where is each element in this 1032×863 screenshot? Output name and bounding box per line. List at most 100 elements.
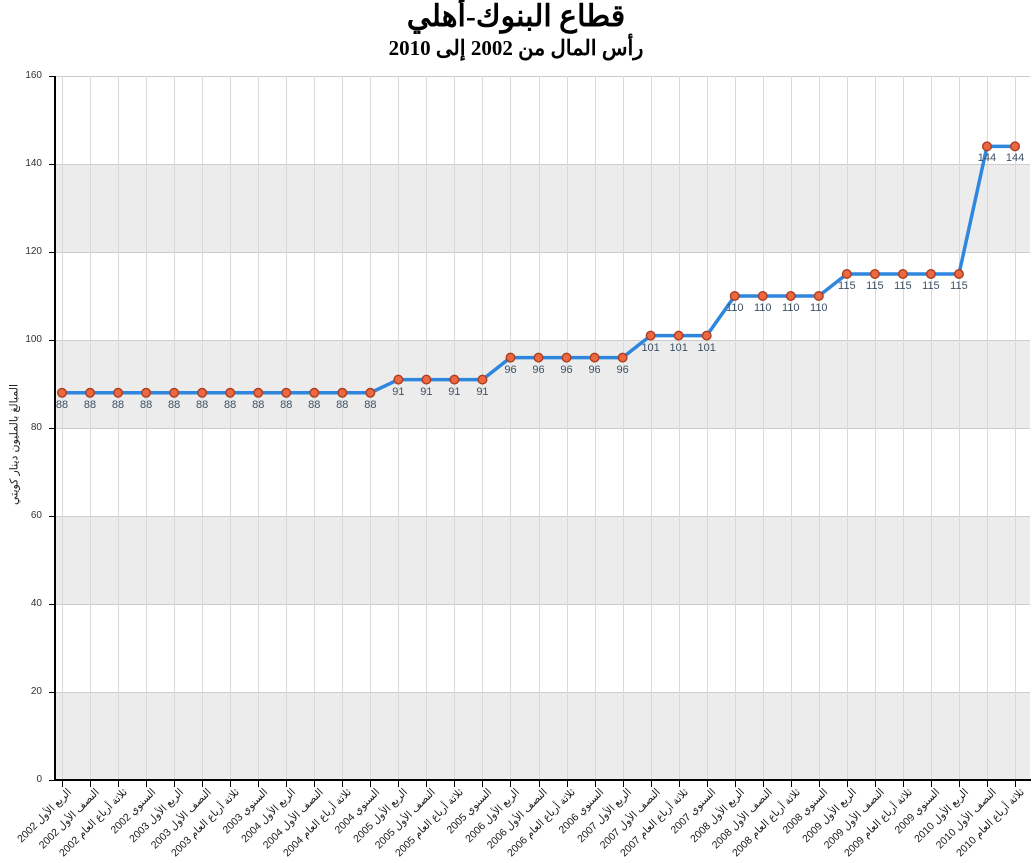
data-point-marker[interactable] — [533, 352, 544, 363]
x-gridline — [482, 76, 484, 780]
y-gridline — [55, 252, 1030, 253]
data-point-label: 88 — [167, 398, 181, 411]
data-point-marker[interactable] — [197, 387, 208, 398]
data-point-label: 91 — [476, 385, 489, 398]
data-point-marker[interactable] — [897, 269, 908, 280]
x-axis-tick — [174, 781, 176, 787]
x-axis-tick — [678, 781, 680, 787]
x-gridline — [118, 76, 120, 780]
x-axis-tick — [482, 781, 484, 787]
x-gridline — [174, 76, 176, 780]
data-point-marker[interactable] — [421, 374, 432, 385]
x-axis-tick — [426, 781, 428, 787]
data-point-marker[interactable] — [57, 387, 68, 398]
data-point-marker[interactable] — [813, 291, 824, 302]
data-point-label: 91 — [448, 385, 461, 398]
x-axis-tick — [930, 781, 932, 787]
x-axis-tick — [146, 781, 148, 787]
data-point-label: 88 — [196, 398, 209, 411]
x-axis-tick — [818, 781, 820, 787]
data-point-marker[interactable] — [253, 387, 264, 398]
data-point-marker[interactable] — [841, 269, 852, 280]
y-axis-tick — [49, 515, 55, 517]
data-point-label: 88 — [280, 398, 293, 411]
data-point-marker[interactable] — [673, 330, 684, 341]
y-gridline — [55, 164, 1030, 165]
data-point-marker[interactable] — [505, 352, 516, 363]
data-point-marker[interactable] — [365, 387, 376, 398]
x-gridline — [902, 76, 904, 780]
x-axis-tick — [846, 781, 848, 787]
x-axis-tick — [202, 781, 204, 787]
data-point-marker[interactable] — [449, 374, 460, 385]
data-point-label: 115 — [894, 280, 912, 292]
data-point-marker[interactable] — [309, 387, 320, 398]
data-point-label: 110 — [753, 302, 772, 314]
data-point-marker[interactable] — [617, 352, 628, 363]
x-gridline — [426, 76, 428, 780]
data-point-label: 88 — [364, 398, 377, 411]
x-axis-tick — [594, 781, 596, 787]
data-point-label: 110 — [781, 302, 800, 314]
y-axis-tick — [49, 251, 55, 253]
data-point-label: 96 — [532, 363, 545, 376]
x-gridline — [706, 76, 708, 780]
data-point-label: 88 — [111, 398, 125, 411]
y-axis-label: 80 — [30, 422, 42, 433]
x-axis-tick — [622, 781, 624, 787]
data-point-label: 91 — [392, 385, 405, 398]
x-gridline — [258, 76, 260, 780]
data-point-marker[interactable] — [225, 387, 236, 398]
y-gridline — [55, 340, 1030, 341]
data-point-marker[interactable] — [869, 269, 880, 280]
data-point-label: 144 — [1005, 152, 1025, 165]
data-point-marker[interactable] — [645, 330, 656, 341]
x-axis-tick — [902, 781, 904, 787]
data-point-label: 144 — [977, 152, 997, 165]
data-point-marker[interactable] — [85, 387, 96, 398]
data-point-marker[interactable] — [981, 141, 992, 152]
x-axis-line — [54, 779, 1031, 781]
y-axis-label: 120 — [25, 246, 42, 257]
y-gridline — [55, 76, 1030, 77]
y-axis-label: 140 — [25, 158, 42, 169]
data-point-marker[interactable] — [393, 374, 404, 385]
data-point-marker[interactable] — [701, 330, 712, 341]
data-point-marker[interactable] — [281, 387, 292, 398]
plot-shaded-band — [55, 516, 1030, 604]
data-point-marker[interactable] — [729, 291, 740, 302]
x-gridline — [398, 76, 400, 780]
x-axis-tick — [566, 781, 568, 787]
data-point-marker[interactable] — [113, 387, 124, 398]
y-axis-label: 160 — [25, 70, 42, 81]
x-gridline — [566, 76, 568, 780]
data-point-marker[interactable] — [785, 291, 796, 302]
x-axis-tick — [286, 781, 288, 787]
x-gridline — [790, 76, 792, 780]
data-point-marker[interactable] — [757, 291, 768, 302]
y-axis-label: 0 — [36, 774, 42, 785]
x-axis-tick — [258, 781, 260, 787]
data-point-marker[interactable] — [477, 374, 488, 385]
data-point-marker[interactable] — [141, 387, 152, 398]
data-point-marker[interactable] — [169, 387, 180, 398]
x-gridline — [230, 76, 232, 780]
data-point-marker[interactable] — [925, 269, 936, 280]
y-axis-tick — [49, 427, 55, 429]
data-point-marker[interactable] — [1010, 141, 1021, 152]
data-point-marker[interactable] — [953, 269, 964, 280]
x-gridline — [510, 76, 512, 780]
x-axis-tick — [986, 781, 988, 787]
x-gridline — [146, 76, 148, 780]
x-axis-tick — [314, 781, 316, 787]
data-point-marker[interactable] — [589, 352, 600, 363]
plot-shaded-band — [55, 692, 1030, 780]
x-gridline — [846, 76, 848, 780]
data-point-label: 115 — [950, 280, 968, 292]
data-point-marker[interactable] — [561, 352, 572, 363]
data-point-label: 88 — [252, 398, 265, 411]
data-point-label: 110 — [725, 302, 744, 314]
x-gridline — [286, 76, 288, 780]
data-point-marker[interactable] — [337, 387, 348, 398]
